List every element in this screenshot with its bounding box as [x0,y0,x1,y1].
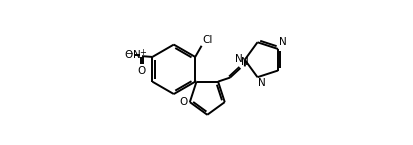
Text: N: N [133,50,141,60]
Text: N: N [241,57,249,67]
Text: N: N [258,78,266,88]
Text: −: − [126,48,133,57]
Text: O: O [137,66,145,76]
Text: O: O [179,97,188,107]
Text: N: N [235,54,243,64]
Text: O: O [125,50,133,60]
Text: +: + [139,48,146,57]
Text: Cl: Cl [202,35,213,45]
Text: N: N [279,37,287,47]
